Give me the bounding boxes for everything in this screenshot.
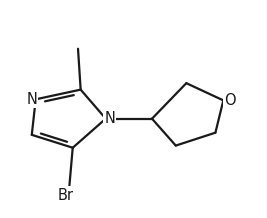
Text: Br: Br bbox=[58, 187, 74, 203]
Text: N: N bbox=[104, 111, 115, 126]
Text: N: N bbox=[26, 92, 37, 107]
Text: O: O bbox=[224, 93, 236, 108]
